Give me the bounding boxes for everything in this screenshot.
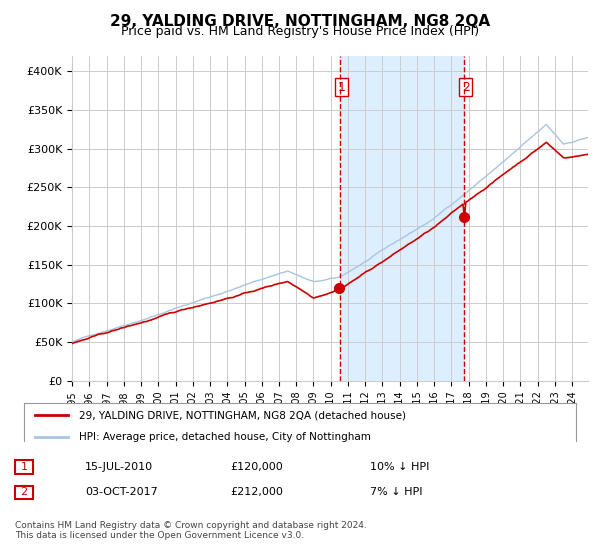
FancyBboxPatch shape bbox=[15, 486, 33, 500]
Text: 03-OCT-2017: 03-OCT-2017 bbox=[85, 487, 158, 497]
Text: 2: 2 bbox=[462, 81, 470, 94]
Text: 1: 1 bbox=[20, 462, 28, 472]
Bar bbox=[340, 56, 464, 381]
Text: 7% ↓ HPI: 7% ↓ HPI bbox=[370, 487, 422, 497]
Text: 1: 1 bbox=[337, 81, 345, 94]
Text: £212,000: £212,000 bbox=[230, 487, 283, 497]
Text: 10% ↓ HPI: 10% ↓ HPI bbox=[370, 462, 430, 472]
Text: Price paid vs. HM Land Registry's House Price Index (HPI): Price paid vs. HM Land Registry's House … bbox=[121, 25, 479, 38]
Text: 2: 2 bbox=[20, 487, 28, 497]
Text: 29, YALDING DRIVE, NOTTINGHAM, NG8 2QA: 29, YALDING DRIVE, NOTTINGHAM, NG8 2QA bbox=[110, 14, 490, 29]
Text: 15-JUL-2010: 15-JUL-2010 bbox=[85, 462, 153, 472]
Text: HPI: Average price, detached house, City of Nottingham: HPI: Average price, detached house, City… bbox=[79, 432, 371, 442]
FancyBboxPatch shape bbox=[15, 460, 33, 474]
Text: 29, YALDING DRIVE, NOTTINGHAM, NG8 2QA (detached house): 29, YALDING DRIVE, NOTTINGHAM, NG8 2QA (… bbox=[79, 410, 406, 420]
Text: Contains HM Land Registry data © Crown copyright and database right 2024.
This d: Contains HM Land Registry data © Crown c… bbox=[15, 521, 367, 540]
Text: £120,000: £120,000 bbox=[230, 462, 283, 472]
